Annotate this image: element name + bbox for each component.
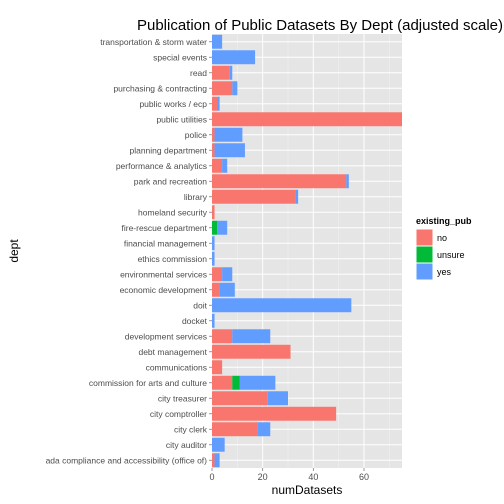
x-tick-label: 60 bbox=[359, 472, 369, 482]
legend-title: existing_pub bbox=[416, 216, 472, 226]
y-tick-labels: transportation & storm water special even… bbox=[46, 37, 212, 466]
bar-no bbox=[212, 112, 402, 126]
y-tick-label: doit bbox=[193, 300, 207, 310]
y-tick-label: commission for arts and culture bbox=[89, 378, 207, 388]
y-tick-label: planning department bbox=[129, 145, 207, 155]
bar-no bbox=[212, 422, 258, 436]
y-tick-label: city treasurer bbox=[158, 393, 207, 403]
bar-no bbox=[212, 143, 215, 157]
bar-yes bbox=[346, 174, 349, 188]
y-tick-label: city comptroller bbox=[150, 409, 207, 419]
bar-no bbox=[212, 159, 222, 173]
bar-yes bbox=[212, 438, 225, 452]
bar-unsure bbox=[212, 221, 217, 235]
bar-no bbox=[212, 360, 222, 374]
y-tick-label: ada compliance and accessibility (office… bbox=[46, 455, 208, 465]
bar-yes bbox=[268, 391, 288, 405]
y-tick-label: ethics commission bbox=[138, 254, 208, 264]
legend-label-yes: yes bbox=[437, 267, 452, 277]
y-tick-label: public utilities bbox=[156, 114, 207, 124]
y-tick-label: special events bbox=[153, 52, 207, 62]
bar-no bbox=[212, 97, 217, 111]
bar-no bbox=[212, 376, 232, 390]
bar-unsure bbox=[232, 376, 240, 390]
y-tick-label: development services bbox=[125, 331, 207, 341]
bar-yes bbox=[212, 298, 351, 312]
bar-no bbox=[212, 283, 220, 297]
bar-yes bbox=[215, 453, 220, 467]
bar-no bbox=[212, 391, 268, 405]
bar-no bbox=[212, 66, 230, 80]
bar-yes bbox=[217, 221, 227, 235]
x-tick-label: 40 bbox=[308, 472, 318, 482]
x-tick-labels: 0 20 40 60 bbox=[209, 468, 369, 482]
legend: existing_pub no unsure yes bbox=[416, 216, 472, 280]
bar-no bbox=[212, 128, 215, 142]
y-tick-label: performance & analytics bbox=[116, 161, 207, 171]
bar-no bbox=[212, 174, 346, 188]
bar-yes bbox=[212, 252, 215, 266]
bar-yes bbox=[212, 236, 215, 250]
bar-no bbox=[212, 81, 232, 95]
bar-no bbox=[212, 407, 336, 421]
bar-yes bbox=[230, 66, 233, 80]
y-tick-label: public works / ecp bbox=[139, 99, 207, 109]
legend-swatch-no bbox=[416, 229, 433, 246]
y-tick-label: police bbox=[185, 130, 207, 140]
y-tick-label: purchasing & contracting bbox=[113, 83, 207, 93]
bar-yes bbox=[212, 50, 255, 64]
bar-yes bbox=[212, 314, 215, 328]
legend-swatch-yes bbox=[416, 263, 433, 280]
y-tick-label: park and recreation bbox=[134, 176, 208, 186]
bar-yes bbox=[296, 190, 299, 204]
bar-no bbox=[212, 345, 291, 359]
y-tick-label: financial management bbox=[124, 238, 208, 248]
y-tick-label: economic development bbox=[120, 285, 208, 295]
y-tick-label: homeland security bbox=[138, 207, 208, 217]
y-tick-label: read bbox=[190, 68, 207, 78]
bar-yes bbox=[212, 35, 222, 49]
bar-yes bbox=[222, 267, 232, 281]
x-tick-label: 0 bbox=[209, 472, 214, 482]
legend-swatch-unsure bbox=[416, 246, 433, 263]
bar-no bbox=[212, 190, 296, 204]
bar-yes bbox=[232, 329, 270, 343]
bar-no bbox=[212, 205, 215, 219]
y-axis-title: dept bbox=[7, 239, 21, 263]
y-tick-label: environmental services bbox=[120, 269, 207, 279]
bar-no bbox=[212, 267, 222, 281]
bar-yes bbox=[220, 283, 235, 297]
bar-no bbox=[212, 329, 232, 343]
bar-yes bbox=[222, 159, 227, 173]
bar-yes bbox=[215, 143, 245, 157]
y-tick-label: fire-rescue department bbox=[121, 223, 207, 233]
y-tick-label: docket bbox=[182, 316, 208, 326]
legend-label-no: no bbox=[437, 233, 447, 243]
bar-yes bbox=[258, 422, 271, 436]
bar-yes bbox=[215, 128, 243, 142]
bar-yes bbox=[232, 81, 237, 95]
y-tick-label: city clerk bbox=[174, 424, 208, 434]
y-tick-label: debt management bbox=[138, 347, 207, 357]
y-tick-label: library bbox=[184, 192, 208, 202]
bar-yes bbox=[240, 376, 275, 390]
bar-no bbox=[212, 453, 215, 467]
chart-title: Publication of Public Datasets By Dept (… bbox=[137, 17, 503, 34]
y-tick-label: transportation & storm water bbox=[100, 37, 207, 47]
bar-yes bbox=[217, 97, 220, 111]
x-tick-label: 20 bbox=[258, 472, 268, 482]
y-tick-label: city auditor bbox=[166, 440, 207, 450]
legend-label-unsure: unsure bbox=[437, 250, 465, 260]
x-axis-title: numDatasets bbox=[272, 483, 343, 497]
y-tick-label: communications bbox=[146, 362, 207, 372]
